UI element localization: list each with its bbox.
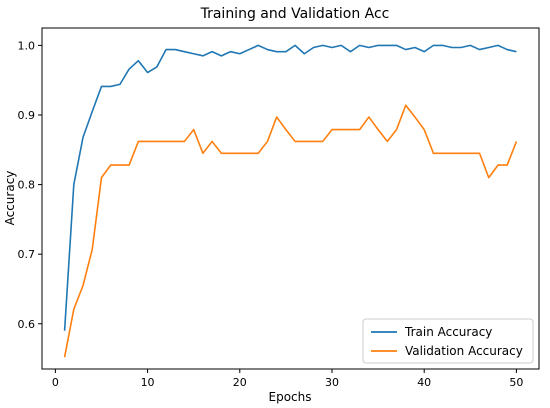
y-tick-label: 0.7 — [18, 248, 36, 261]
x-tick-label: 40 — [417, 376, 431, 389]
x-tick-label: 20 — [233, 376, 247, 389]
legend-box — [362, 318, 534, 364]
y-tick-label: 0.9 — [18, 109, 36, 122]
y-axis-label: Accuracy — [3, 171, 17, 226]
y-axis: 0.6 0.7 0.8 0.9 1.0 — [18, 39, 42, 331]
series-layer — [63, 44, 518, 358]
x-tick-label: 0 — [52, 376, 59, 389]
y-tick-label: 0.8 — [18, 179, 36, 192]
x-axis: 0 10 20 30 40 50 — [52, 369, 523, 389]
x-axis-label: Epochs — [269, 390, 312, 404]
series-line-1 — [63, 104, 518, 358]
legend: Train Accuracy Validation Accuracy — [362, 318, 534, 364]
legend-entry: Validation Accuracy — [405, 344, 523, 358]
x-tick-label: 30 — [325, 376, 339, 389]
x-tick-label: 10 — [141, 376, 155, 389]
series-line-0 — [63, 44, 517, 331]
y-tick-label: 0.6 — [18, 318, 36, 331]
plot-frame — [41, 27, 540, 370]
legend-entry: Train Accuracy — [404, 325, 492, 339]
chart-title: Training and Validation Acc — [200, 6, 390, 22]
x-tick-label: 50 — [509, 376, 523, 389]
y-tick-label: 1.0 — [18, 39, 36, 52]
